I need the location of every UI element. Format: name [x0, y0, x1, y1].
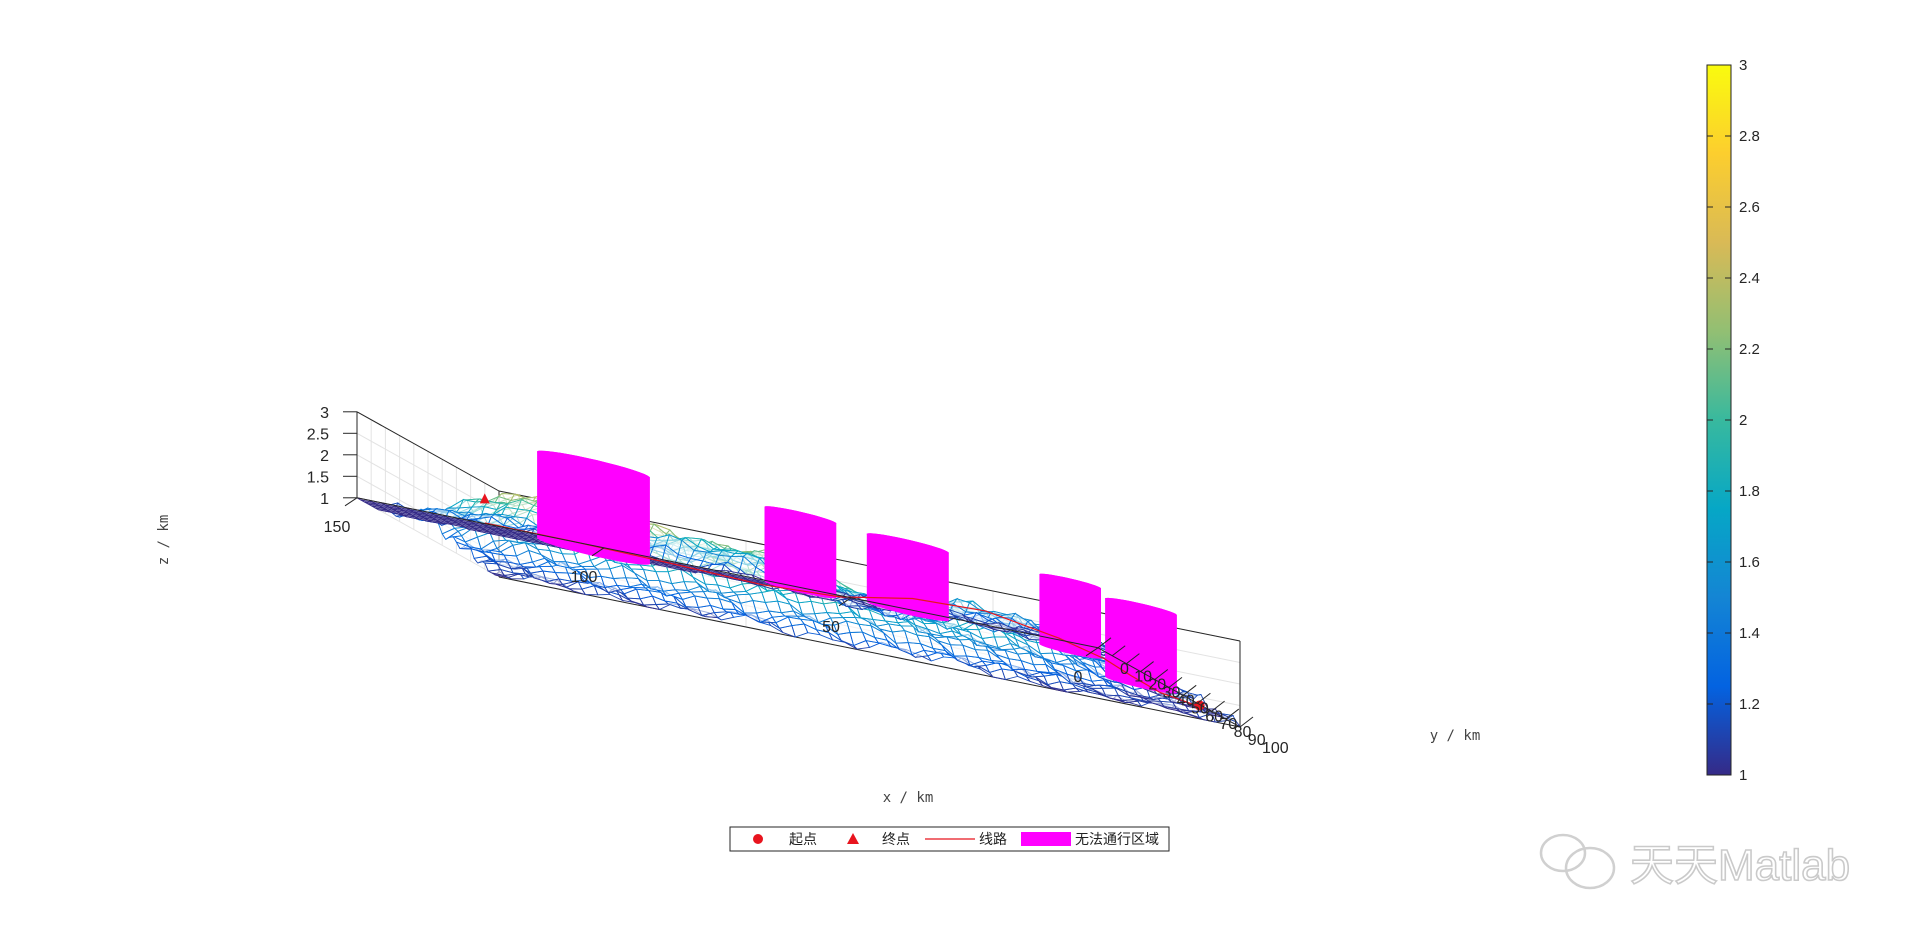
z-tick-label: 2 — [320, 448, 329, 465]
colorbar-tick-label: 1.6 — [1739, 554, 1760, 571]
y-axis-label: y / km — [1430, 728, 1481, 744]
watermark-text: 天天Matlab — [1630, 841, 1850, 890]
legend-obstacle-label: 无法通行区域 — [1075, 831, 1159, 847]
colorbar-tick-label: 1.2 — [1739, 696, 1760, 713]
end-point-marker — [480, 493, 490, 503]
obstacle-cylinder — [1039, 574, 1101, 659]
colorbar-tick-label: 1.4 — [1739, 625, 1760, 642]
x-tick-label: 50 — [822, 619, 840, 636]
x-tick-mark — [345, 498, 357, 506]
colorbar: 1 1.2 1.4 1.6 1.8 2 2.2 2.4 2.6 2.8 3 — [1707, 57, 1760, 784]
watermark: 天天Matlab — [1541, 835, 1850, 890]
x-tick-label: 100 — [571, 569, 598, 586]
y-tick-label: 0 — [1120, 661, 1129, 678]
z-tick-label: 2.5 — [307, 426, 329, 443]
z-tick-label: 3 — [320, 405, 329, 422]
z-tick-label: 1.5 — [307, 469, 329, 486]
z-tick-label: 1 — [320, 491, 329, 508]
legend-end-label: 终点 — [882, 831, 910, 847]
colorbar-tick-label: 2.8 — [1739, 128, 1760, 145]
colorbar-tick-label: 2.4 — [1739, 270, 1760, 287]
legend-obstacle-marker — [1021, 832, 1071, 846]
legend: 起点 终点 线路 无法通行区域 — [730, 827, 1169, 851]
colorbar-tick-label: 1.8 — [1739, 483, 1760, 500]
legend-start-marker — [753, 834, 763, 844]
colorbar-tick-label: 3 — [1739, 57, 1747, 74]
x-tick-label: 0 — [1074, 669, 1083, 686]
chat-bubbles-icon — [1541, 835, 1614, 888]
z-axis-label: z / km — [156, 515, 172, 566]
colorbar-tick-label: 1 — [1739, 767, 1747, 784]
colorbar-tick-label: 2.2 — [1739, 341, 1760, 358]
x-tick-label: 150 — [324, 519, 351, 536]
x-axis-line — [357, 498, 1098, 648]
legend-start-label: 起点 — [789, 831, 817, 847]
colorbar-tick-label: 2.6 — [1739, 199, 1760, 216]
legend-route-label: 线路 — [979, 831, 1007, 847]
x-axis-label: x / km — [883, 790, 934, 806]
obstacle-cylinder — [765, 506, 837, 598]
colorbar-tick-label: 2 — [1739, 412, 1747, 429]
y-tick-label: 100 — [1262, 740, 1289, 757]
